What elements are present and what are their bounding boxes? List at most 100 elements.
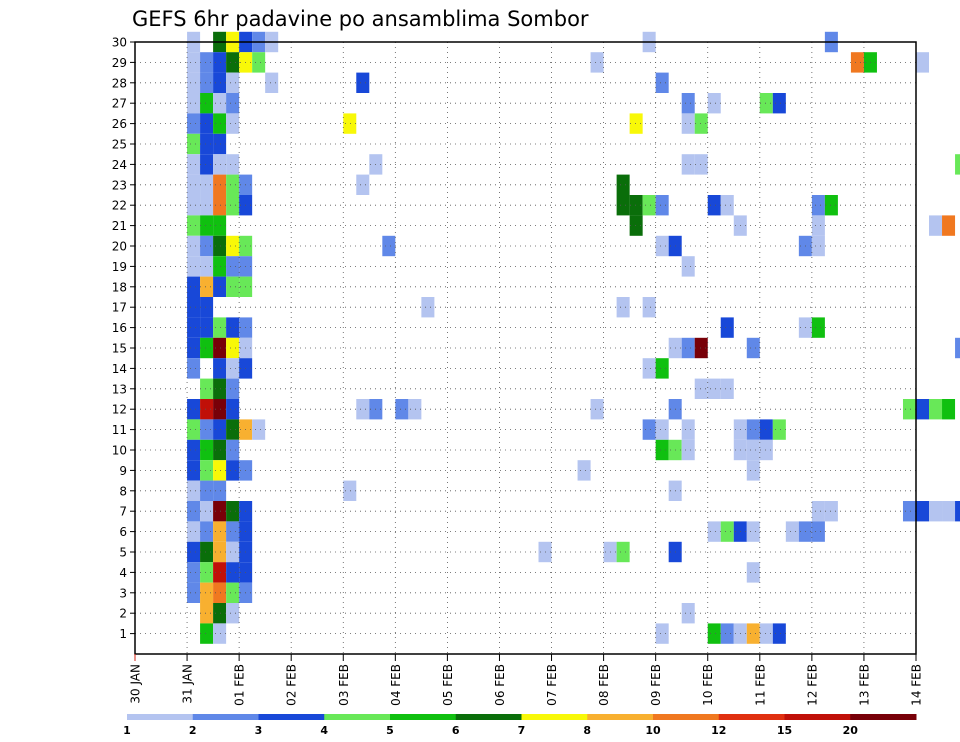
y-tick-label: 22 [112,199,127,213]
heatmap-cell [226,541,240,563]
grid-lines [135,41,916,654]
x-axis: 30 JAN 31 JAN 01 FEB 02 FEB 03 FEB 04 FEB 05 F… [129,654,924,706]
heatmap-cell [694,378,708,399]
heatmap-cell [811,235,825,257]
heatmap-cell [213,521,227,542]
heatmap-cell [824,501,838,522]
x-tick-label: 09 FEB [649,664,663,706]
heatmap-cell [681,113,695,134]
x-tick-label: 02 FEB [285,664,299,706]
heatmap-cell [655,235,669,257]
colorbar-label: 15 [777,724,792,737]
heatmap-cell [213,603,227,624]
y-tick-label: 18 [112,280,127,294]
heatmap-cell [187,256,201,277]
heatmap-cell [681,256,695,277]
heatmap-cell [226,399,240,420]
heatmap-cell [642,297,656,318]
heatmap-cell [642,358,656,379]
heatmap-cell [200,52,214,73]
heatmap-cell [213,582,227,603]
colorbar-swatch [127,714,194,720]
colorbar-swatch [455,714,522,720]
heatmap-cell [811,501,825,522]
heatmap-cell [681,154,695,175]
heatmap-cell [187,317,201,338]
heatmap-cell [681,603,695,624]
heatmap-cell [213,439,227,461]
heatmap-cell [356,72,370,93]
colorbar-label: 10 [645,724,661,737]
heatmap-cell [200,174,214,195]
colorbar-swatch [324,714,391,720]
heatmap-cell [213,358,227,379]
y-tick-label: 4 [119,566,127,580]
heatmap-cell [720,317,734,338]
heatmap-cell [200,215,214,236]
heatmap-cell [226,93,240,114]
heatmap-cell [200,623,214,644]
colorbar-swatch [192,714,259,720]
heatmap-cell [642,419,656,440]
x-tick-label: 01 FEB [233,664,247,706]
heatmap-cell [916,501,930,522]
colorbar-swatch [653,714,720,720]
heatmap-cell [356,174,370,195]
heatmap-cell [759,439,773,461]
y-tick-label: 30 [112,36,127,50]
heatmap-cell [694,337,708,359]
heatmap-cell [200,521,214,542]
heatmap-cell [759,419,773,440]
heatmap-cell [590,52,604,73]
heatmap-cell [252,52,266,73]
heatmap-cell [694,154,708,175]
heatmap-cell [746,460,760,481]
heatmap-cell [707,195,721,216]
heatmap-cell [356,399,370,420]
heatmap-cell [655,419,669,440]
heatmap-cell [213,399,227,420]
heatmap-cell [395,399,409,420]
heatmap-cell [226,72,240,93]
heatmap-cell [213,541,227,563]
heatmap-cell [720,521,734,542]
colorbar-swatch [390,714,457,720]
heatmap-cell [200,562,214,583]
colorbar-swatch [718,714,785,720]
heatmap-cell [759,93,773,114]
heatmap-cell [811,195,825,216]
heatmap-cell [226,582,240,603]
y-tick-label: 2 [119,607,127,621]
heatmap-cell [187,52,201,73]
heatmap-cell [759,623,773,644]
heatmap-cell [226,52,240,73]
colorbar-swatch [258,714,325,720]
heatmap-cell [187,541,201,563]
heatmap-cell [187,521,201,542]
heatmap-cell [916,52,930,73]
heatmap-cell [720,378,734,399]
heatmap-cell [655,195,669,216]
y-tick-label: 15 [112,342,127,356]
heatmap-cell [929,215,943,236]
heatmap-cell [187,133,201,155]
heatmap-cell [226,501,240,522]
heatmap-cell [850,52,864,73]
heatmap-cell [187,582,201,603]
heatmap-cell [200,317,214,338]
heatmap-cell [213,480,227,501]
heatmap-cell [629,195,643,216]
heatmap-cell [226,358,240,379]
heatmap-cell [200,297,214,318]
heatmap-cells [187,31,960,644]
heatmap-cell [772,93,786,114]
heatmap-cell [343,113,357,134]
heatmap-cell [187,501,201,522]
heatmap-cell [187,195,201,216]
heatmap-cell [187,215,201,236]
heatmap-cell [720,623,734,644]
heatmap-cell [226,419,240,440]
heatmap-cell [226,195,240,216]
heatmap-cell [187,562,201,583]
colorbar-label: 3 [255,724,263,737]
